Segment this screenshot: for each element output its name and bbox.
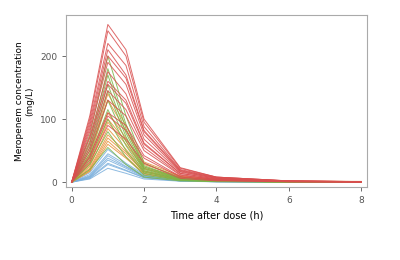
Legend: Meropenem 1g tds, Meropenem 2g tds, Meropenem 2g tds + Rifampicin, Meropenem 3g : Meropenem 1g tds, Meropenem 2g tds, Mero…: [43, 259, 390, 260]
Y-axis label: Meropenem concentration
(mg/L): Meropenem concentration (mg/L): [15, 41, 34, 161]
X-axis label: Time after dose (h): Time after dose (h): [170, 211, 263, 221]
